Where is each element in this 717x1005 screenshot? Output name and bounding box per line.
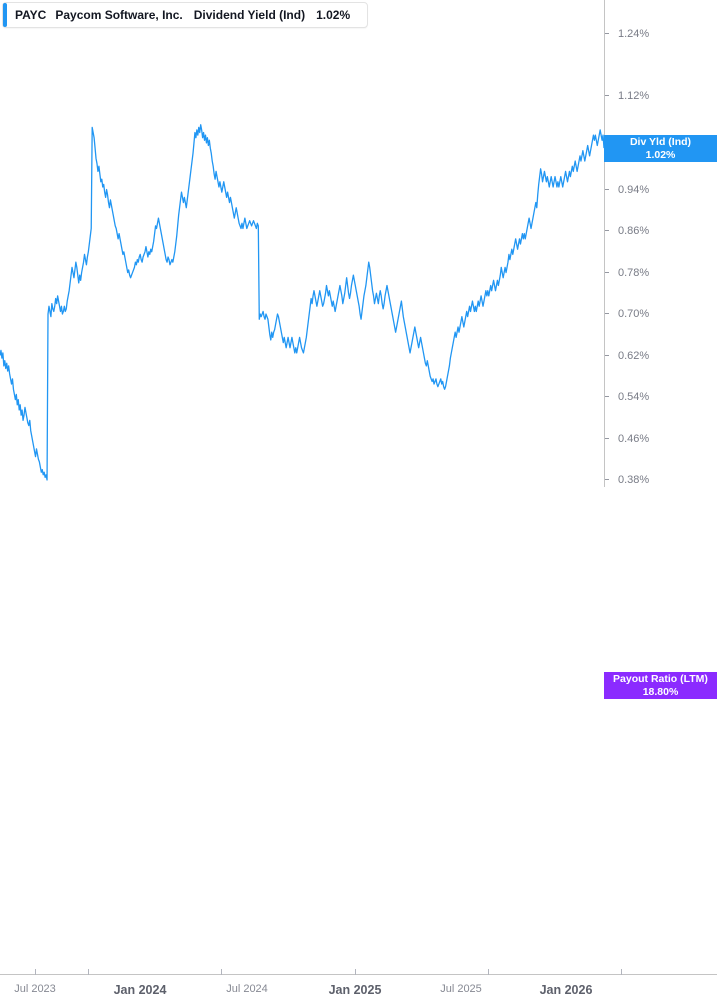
legend-ticker: PAYC — [15, 8, 47, 22]
dividend-yield-line-series — [0, 0, 604, 487]
plot-area-dividend-yield[interactable] — [0, 0, 604, 487]
legend-company: Paycom Software, Inc. — [55, 8, 183, 22]
time-axis-label: Jul 2024 — [226, 983, 268, 995]
axis-tick-label: 0.62% — [605, 349, 717, 363]
pane-dividend-yield: PAYC Paycom Software, Inc. Dividend Yiel… — [0, 0, 717, 487]
axis-tick-label: 0.94% — [605, 183, 717, 197]
time-axis-tick — [355, 969, 356, 975]
time-axis-tick — [35, 969, 36, 975]
time-axis-label: Jan 2026 — [539, 983, 593, 997]
time-axis-label: Jan 2025 — [328, 983, 382, 997]
time-axis-label: Jan 2024 — [113, 983, 167, 997]
time-axis-tick — [221, 969, 222, 975]
axis-tick-label: 1.12% — [605, 89, 717, 103]
time-axis[interactable]: Jul 2023 Jan 2024 Jul 2024 Jan 2025 Jul 2025… — [0, 969, 717, 1005]
badge-label: Div Yld (Ind) — [629, 136, 692, 149]
time-axis-label: Jul 2025 — [440, 983, 482, 995]
badge-value: 1.02% — [645, 149, 676, 162]
axis-tick-label: 0.54% — [605, 390, 717, 404]
legend-metric: Dividend Yield (Ind) — [193, 8, 306, 22]
value-axis-dividend-yield[interactable]: 1.24%1.12%1.00%0.94%0.86%0.78%0.70%0.62%… — [604, 0, 717, 487]
axis-tick-label: 0.38% — [605, 473, 717, 487]
axis-tick-label: 0.78% — [605, 266, 717, 280]
current-value-badge-payout-ratio: Payout Ratio (LTM) 18.80% — [604, 671, 717, 699]
legend-value: 1.02% — [316, 8, 351, 22]
axis-tick-label: 0.70% — [605, 307, 717, 321]
legend-dividend-yield[interactable]: PAYC Paycom Software, Inc. Dividend Yiel… — [2, 2, 368, 28]
axis-tick-label: 0.86% — [605, 224, 717, 238]
axis-tick-label: 0.46% — [605, 432, 717, 446]
badge-label: Payout Ratio (LTM) — [613, 672, 708, 685]
time-axis-tick — [621, 969, 622, 975]
time-axis-label: Jul 2023 — [14, 983, 56, 995]
badge-value: 18.80% — [642, 685, 679, 698]
legend-accent-bar — [3, 3, 7, 27]
axis-tick-label: 1.24% — [605, 27, 717, 41]
time-axis-tick — [488, 969, 489, 975]
current-value-badge-dividend-yield: Div Yld (Ind) 1.02% — [604, 135, 717, 163]
pane-payout-ratio: PAYC Paycom Software, Inc. Payout Ratio … — [0, 487, 717, 1005]
time-axis-tick — [88, 969, 89, 975]
line-path — [0, 125, 604, 480]
